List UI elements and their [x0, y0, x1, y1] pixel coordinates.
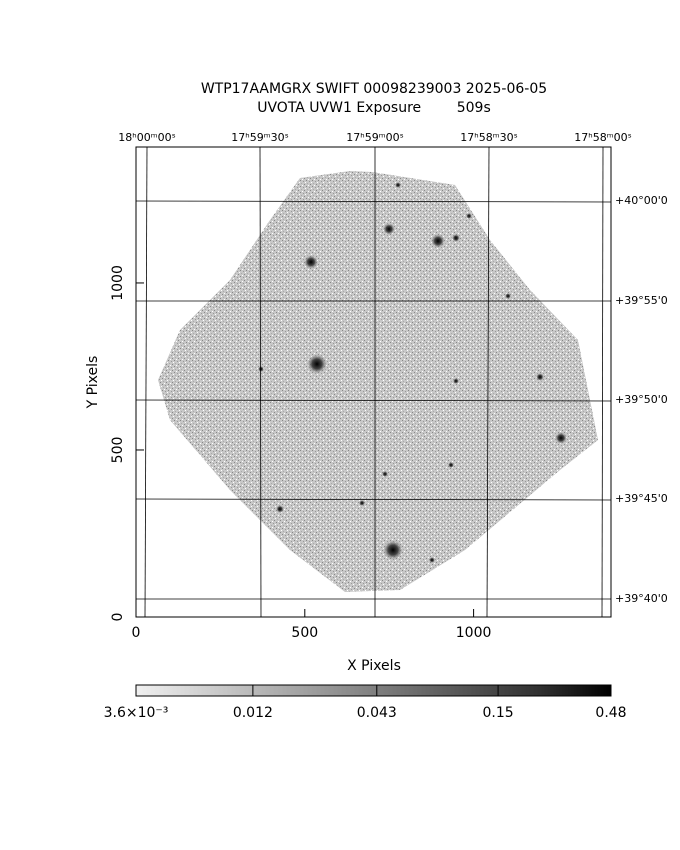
x-tick-label: 1000: [456, 625, 492, 641]
y-tick-label: 500: [110, 437, 126, 464]
dec-label: +39°55'0: [615, 294, 668, 307]
colorbar-tick-label: 0.043: [357, 705, 397, 721]
ra-label: 17ʰ59ᵐ00ˢ: [346, 131, 403, 144]
x-tick-label: 500: [291, 625, 318, 641]
colorbar-tick-label: 0.48: [595, 705, 626, 721]
dec-label: +40°00'0: [615, 194, 668, 207]
ra-label: 17ʰ58ᵐ00ˢ: [574, 131, 631, 144]
coordinate-grid: [135, 146, 612, 618]
colorbar-tick-label: 0.012: [233, 705, 273, 721]
ra-label: 17ʰ59ᵐ30ˢ: [231, 131, 288, 144]
y-axis-label: Y Pixels: [85, 356, 101, 410]
dec-label: +39°50'0: [615, 393, 668, 406]
x-axis-label: X Pixels: [347, 658, 401, 674]
sources: [258, 182, 567, 563]
colorbar-tick-label: 3.6×10⁻³: [104, 705, 169, 721]
sky-image: [158, 171, 598, 592]
colorbar: [135, 684, 612, 697]
title: WTP17AAMGRX SWIFT 00098239003 2025-06-05: [201, 81, 547, 97]
subtitle: UVOTA UVW1 Exposure 509s: [257, 100, 491, 116]
y-tick-label: 0: [110, 613, 126, 622]
ra-label: 17ʰ58ᵐ30ˢ: [460, 131, 517, 144]
exposure-region: [158, 171, 598, 592]
dec-label: +39°40'0: [615, 592, 668, 605]
y-tick-label: 1000: [110, 265, 126, 301]
dec-label: +39°45'0: [615, 492, 668, 505]
colorbar-tick-label: 0.15: [482, 705, 513, 721]
ra-label: 18ʰ00ᵐ00ˢ: [118, 131, 175, 144]
plot-frame: [135, 146, 612, 618]
x-tick-label: 0: [132, 625, 141, 641]
